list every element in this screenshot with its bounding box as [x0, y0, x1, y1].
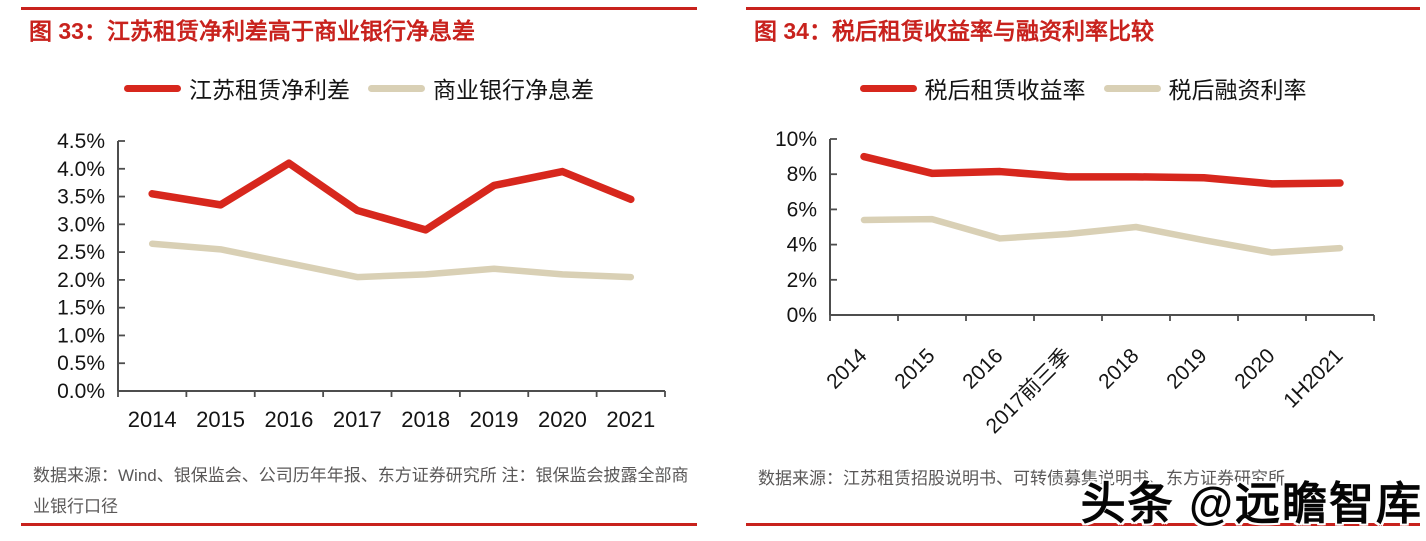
figure-33-panel: 图 33：江苏租赁净利差高于商业银行净息差 江苏租赁净利差 商业银行净息差 0.…	[21, 0, 697, 541]
legend-label: 江苏租赁净利差	[189, 77, 350, 103]
svg-text:1.5%: 1.5%	[57, 297, 105, 320]
svg-text:2020: 2020	[1230, 344, 1279, 393]
svg-text:6%: 6%	[787, 198, 817, 221]
svg-text:2.5%: 2.5%	[57, 241, 105, 264]
svg-text:0.5%: 0.5%	[57, 352, 105, 375]
svg-text:2018: 2018	[1094, 344, 1143, 393]
figure-34-source-note: 数据来源：江苏租赁招股说明书、可转债募集说明书、东方证券研究所	[758, 469, 1285, 488]
top-rule	[746, 7, 1420, 10]
legend-label: 税后租赁收益率	[924, 77, 1086, 103]
svg-text:2021: 2021	[606, 407, 655, 432]
series-line-0	[860, 152, 1344, 188]
svg-text:2.0%: 2.0%	[57, 269, 105, 292]
svg-text:2015: 2015	[890, 344, 939, 393]
svg-text:10%: 10%	[775, 128, 817, 151]
svg-text:2016: 2016	[958, 344, 1007, 393]
legend-line-swatch-beige	[368, 84, 425, 92]
bottom-rule	[21, 523, 697, 526]
svg-text:2014: 2014	[128, 407, 177, 432]
svg-text:2014: 2014	[822, 344, 872, 394]
legend-label: 商业银行净息差	[433, 77, 594, 103]
bottom-rule	[746, 523, 1420, 526]
svg-text:2015: 2015	[196, 407, 245, 432]
series-line-0	[148, 159, 635, 234]
svg-text:2019: 2019	[470, 407, 519, 432]
svg-text:0%: 0%	[787, 304, 817, 327]
legend-line-swatch-red	[124, 84, 181, 92]
svg-text:1.0%: 1.0%	[57, 324, 105, 347]
svg-text:3.0%: 3.0%	[57, 213, 105, 236]
watermark: 头条 @远瞻智库	[1080, 478, 1423, 529]
svg-text:8%: 8%	[787, 163, 817, 186]
net-margin-line-chart: 0.0% 0.5% 1.0% 1.5% 2.0% 2.5% 3.0% 3.5% 4.0% 4.5%…	[57, 130, 666, 432]
figure-34-legend: 税后租赁收益率 税后融资利率	[746, 75, 1420, 103]
legend-item: 税后租赁收益率	[859, 71, 1086, 105]
svg-text:2019: 2019	[1162, 344, 1211, 393]
legend-item: 税后融资利率	[1103, 71, 1307, 105]
series-line-1	[148, 240, 635, 281]
legend-label: 税后融资利率	[1168, 77, 1307, 103]
figure-34-panel: 图 34：税后租赁收益率与融资利率比较 税后租赁收益率 税后融资利率 0% 2% 4…	[746, 0, 1420, 541]
legend-line-swatch-red	[859, 84, 917, 92]
svg-text:2%: 2%	[787, 269, 817, 292]
svg-text:4.0%: 4.0%	[57, 158, 105, 181]
svg-text:2018: 2018	[401, 407, 450, 432]
top-rule	[21, 7, 697, 10]
svg-text:0.0%: 0.0%	[57, 380, 105, 403]
figure-33-legend: 江苏租赁净利差 商业银行净息差	[21, 75, 697, 103]
legend-item: 商业银行净息差	[368, 71, 594, 105]
figure-34-title: 图 34：税后租赁收益率与融资利率比较	[754, 18, 1154, 44]
svg-text:3.5%: 3.5%	[57, 186, 105, 209]
svg-text:4.5%: 4.5%	[57, 130, 105, 153]
svg-text:4%: 4%	[787, 234, 817, 257]
series-line-1	[860, 215, 1344, 256]
figure-33-source-note: 数据来源：Wind、银保监会、公司历年年报、东方证券研究所 注：银保监会披露全部…	[33, 466, 689, 516]
svg-text:2020: 2020	[538, 407, 587, 432]
svg-text:1H2021: 1H2021	[1279, 344, 1347, 412]
legend-line-swatch-beige	[1103, 84, 1161, 92]
figure-33-title: 图 33：江苏租赁净利差高于商业银行净息差	[29, 18, 475, 44]
svg-text:2016: 2016	[264, 407, 313, 432]
svg-text:2017: 2017	[333, 407, 382, 432]
legend-item: 江苏租赁净利差	[124, 71, 350, 105]
